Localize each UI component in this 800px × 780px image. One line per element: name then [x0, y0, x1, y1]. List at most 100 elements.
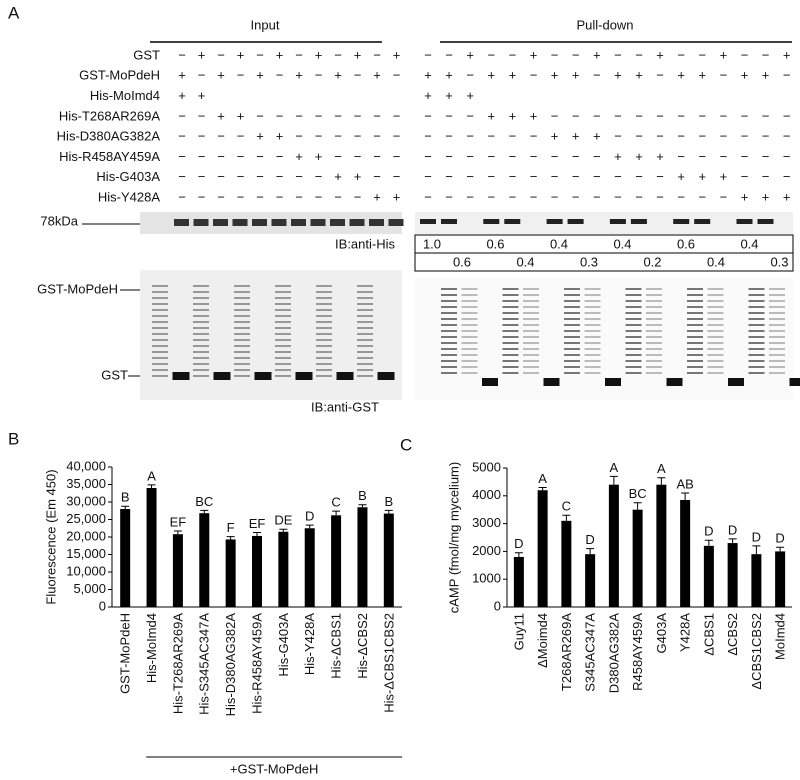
band: [707, 348, 724, 350]
sign: −: [256, 149, 264, 164]
sign: −: [334, 190, 342, 205]
band: [234, 303, 250, 305]
sign: −: [217, 169, 225, 184]
band: [584, 342, 601, 344]
x-tick-label: MoImd4: [773, 613, 788, 660]
band: [152, 321, 168, 323]
ib-label: IB:anti-GST: [311, 399, 379, 414]
band: [564, 294, 580, 296]
sign: −: [572, 169, 580, 184]
sign: −: [315, 108, 323, 123]
sign: −: [509, 149, 517, 164]
band: [316, 285, 332, 287]
sign: −: [593, 190, 601, 205]
sign: −: [393, 68, 401, 83]
sign: −: [466, 190, 474, 205]
band: [461, 288, 478, 290]
y-tick-label: 20,000: [66, 528, 106, 543]
sign: +: [256, 68, 264, 83]
band: [349, 219, 365, 226]
sign: −: [741, 47, 749, 62]
sign: −: [762, 149, 770, 164]
band: [546, 219, 563, 224]
x-tick-label: His-S345AC347A: [197, 613, 212, 715]
y-axis-label: Fluorescence (Em 450): [43, 469, 58, 604]
sign: +: [217, 68, 225, 83]
sign: −: [237, 190, 245, 205]
x-tick-label: G403A: [654, 613, 669, 654]
y-tick-label: 4000: [472, 487, 501, 502]
band: [769, 318, 785, 320]
sign: −: [424, 149, 432, 164]
sign: −: [424, 190, 432, 205]
band: [461, 294, 478, 296]
band: [707, 300, 724, 302]
x-tick-label: GST-MoPdeH: [118, 613, 133, 694]
sign: −: [762, 47, 770, 62]
y-tick-label: 0: [99, 598, 106, 613]
sign: −: [237, 169, 245, 184]
y-tick-label: 1000: [472, 571, 501, 586]
quant: 0.6: [486, 236, 504, 251]
sign: +: [677, 68, 685, 83]
sign: +: [424, 88, 432, 103]
band: [193, 315, 209, 317]
band: [316, 363, 332, 365]
band: [234, 309, 250, 311]
band: [482, 378, 498, 386]
sign: −: [509, 47, 517, 62]
sign: −: [373, 108, 381, 123]
sign: +: [720, 169, 728, 184]
x-tick-label: T268AR269A: [559, 613, 574, 691]
band: [502, 300, 519, 302]
sign: −: [354, 190, 362, 205]
band: [357, 291, 373, 293]
row-label: His-Y428A: [98, 190, 160, 205]
band: [584, 300, 601, 302]
band: [625, 324, 642, 326]
band: [252, 219, 267, 226]
sign: −: [488, 149, 496, 164]
bar: [561, 520, 572, 607]
sign: −: [614, 190, 622, 205]
sign: −: [593, 108, 601, 123]
band: [625, 318, 642, 320]
band: [769, 354, 785, 356]
sign: −: [198, 169, 206, 184]
band: [523, 312, 539, 314]
bar: [120, 509, 131, 607]
band: [357, 333, 373, 335]
band: [461, 348, 478, 350]
band: [523, 294, 539, 296]
band: [523, 354, 539, 356]
x-tick-label: His-G403A: [276, 613, 291, 677]
band: [152, 303, 168, 305]
band: [172, 372, 190, 380]
sign: −: [677, 47, 685, 62]
sign: −: [178, 108, 186, 123]
sign: −: [720, 129, 728, 144]
band: [357, 345, 373, 347]
x-tick-label: ΔCBS2: [725, 613, 740, 656]
quant: 0.4: [740, 236, 758, 251]
band: [275, 321, 291, 323]
sign: −: [593, 149, 601, 164]
significance-letter: C: [331, 495, 340, 510]
sign: −: [635, 190, 643, 205]
band: [193, 375, 209, 377]
x-tick-label: Guy11: [511, 613, 526, 650]
sign: +: [635, 149, 643, 164]
band: [687, 306, 703, 308]
sign: −: [614, 169, 622, 184]
band: [316, 351, 332, 353]
band: [234, 291, 250, 293]
sign: +: [354, 47, 362, 62]
sign: +: [276, 47, 284, 62]
band: [193, 285, 209, 287]
band: [769, 366, 785, 368]
quant-box: [414, 252, 794, 272]
band: [769, 342, 785, 344]
x-tick-label: His-T268AR269A: [170, 613, 185, 714]
y-tick-label: 40,000: [66, 458, 106, 473]
